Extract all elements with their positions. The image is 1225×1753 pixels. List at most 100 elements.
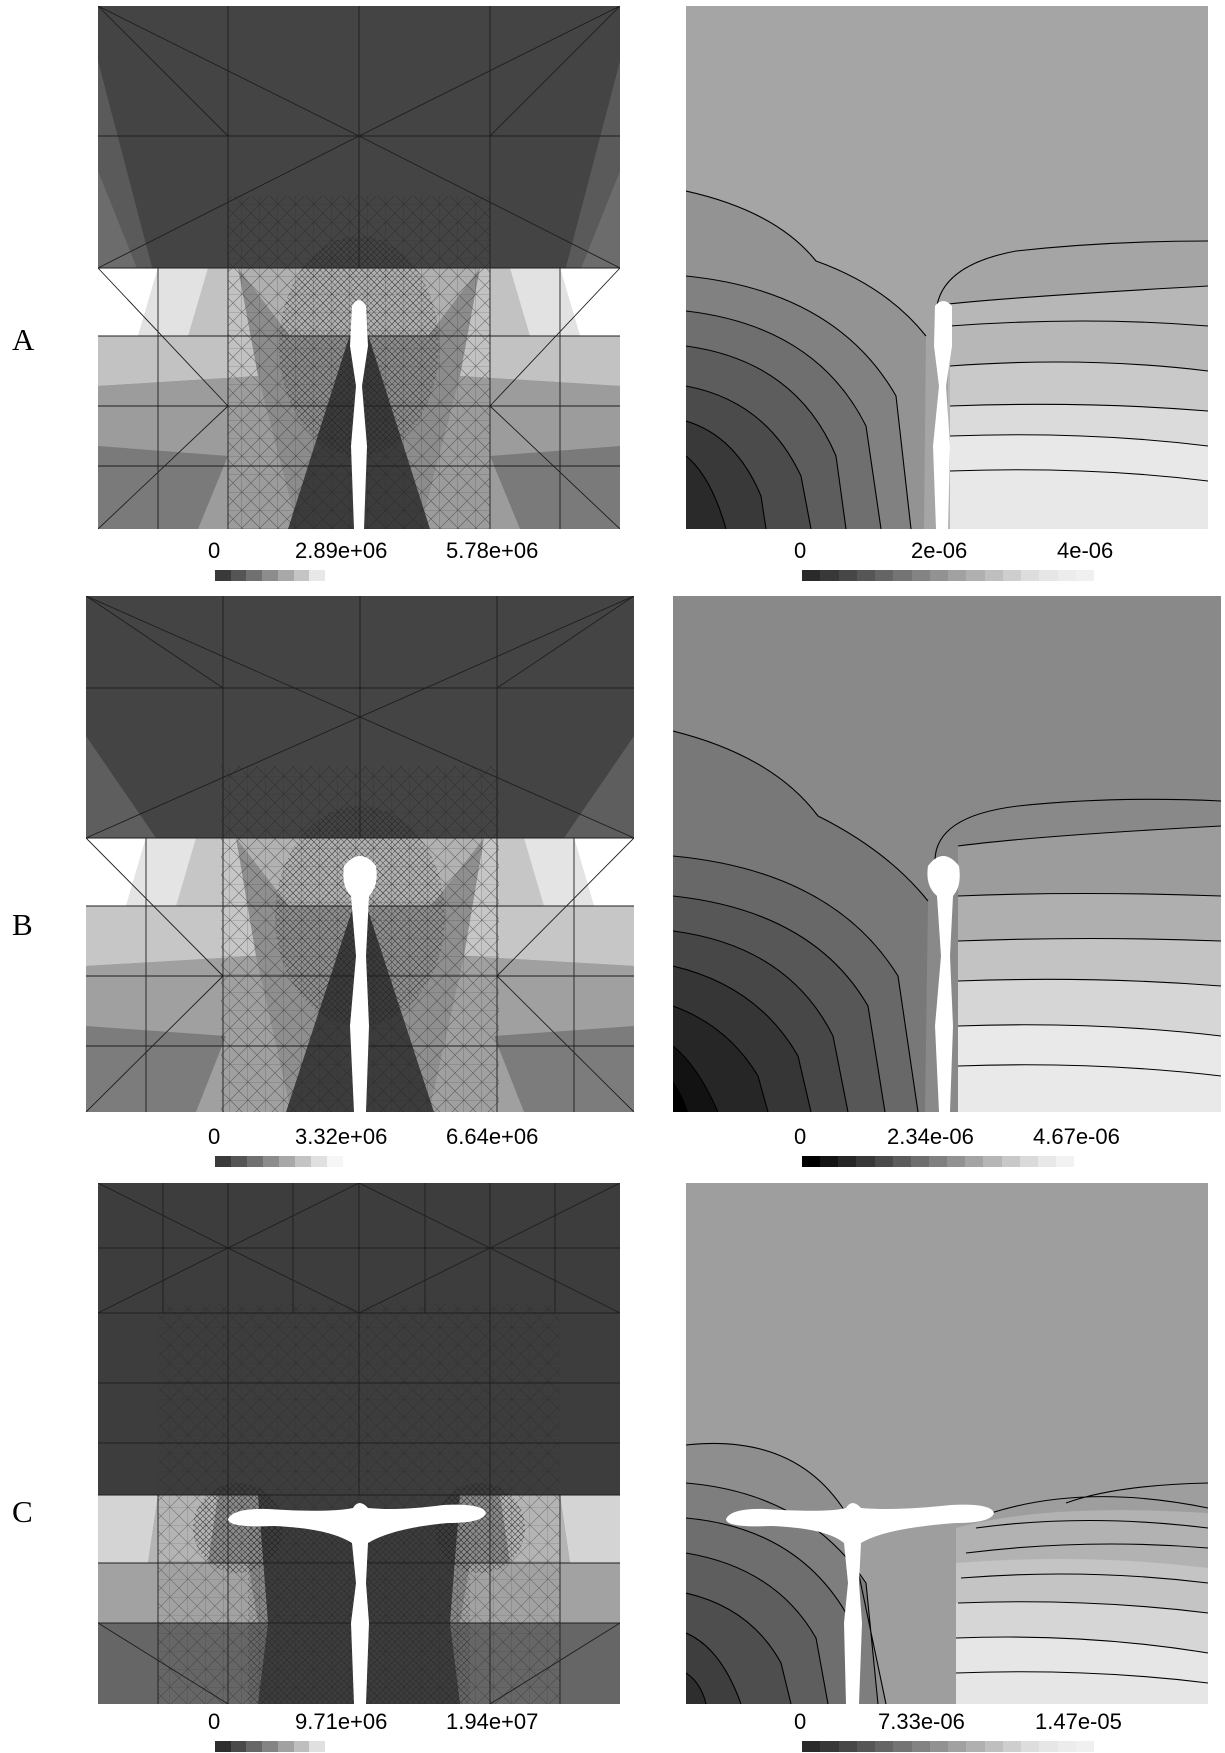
row-a-right-colorbar xyxy=(802,570,1094,581)
colorbar-swatch xyxy=(215,1741,231,1752)
colorbar-swatch xyxy=(802,570,821,581)
colorbar-swatch xyxy=(1002,570,1021,581)
row-b-left-tick-1: 3.32e+06 xyxy=(295,1124,388,1149)
colorbar-swatch xyxy=(820,1741,839,1752)
colorbar-swatch xyxy=(293,1741,310,1752)
colorbar-swatch xyxy=(928,1156,948,1167)
row-a-right-displacement-plot xyxy=(686,6,1208,529)
colorbar-swatch xyxy=(279,1156,295,1167)
colorbar-swatch xyxy=(1002,1741,1021,1752)
colorbar-swatch xyxy=(1075,1741,1094,1752)
colorbar-swatch xyxy=(838,1741,857,1752)
colorbar-swatch xyxy=(910,1156,929,1167)
row-label-b: B xyxy=(12,907,33,942)
row-c-left-tick-1: 9.71e+06 xyxy=(295,1709,388,1734)
row-a-left-tick-0: 0 xyxy=(208,538,221,563)
colorbar-swatch xyxy=(948,1741,967,1752)
row-c-right-tick-1: 7.33e-06 xyxy=(878,1709,965,1734)
colorbar-swatch xyxy=(311,1156,327,1167)
colorbar-swatch xyxy=(983,1156,1002,1167)
row-c-left-stress-plot xyxy=(98,1183,620,1704)
colorbar-swatch xyxy=(911,570,930,581)
colorbar-swatch xyxy=(230,1741,247,1752)
row-c-left-tick-0: 0 xyxy=(208,1709,221,1734)
row-a-left-tick-1: 2.89e+06 xyxy=(295,538,388,563)
row-a-left-colorbar xyxy=(215,570,326,581)
colorbar-swatch xyxy=(856,1156,875,1167)
colorbar-swatch xyxy=(309,570,326,581)
colorbar-swatch xyxy=(1057,1741,1076,1752)
colorbar-swatch xyxy=(1057,570,1076,581)
colorbar-swatch xyxy=(838,570,857,581)
row-b-right-tick-0: 0 xyxy=(794,1124,807,1149)
row-c-right-tick-2: 1.47e-05 xyxy=(1035,1709,1122,1734)
colorbar-swatch xyxy=(1019,1156,1038,1167)
colorbar-swatch xyxy=(893,570,912,581)
row-c-left-colorbar xyxy=(215,1741,326,1752)
row-c-left-tick-2: 1.94e+07 xyxy=(446,1709,539,1734)
colorbar-swatch xyxy=(263,1156,279,1167)
colorbar-swatch xyxy=(820,570,839,581)
colorbar-swatch xyxy=(230,570,247,581)
colorbar-swatch xyxy=(802,1741,821,1752)
row-a-right-tick-2: 4e-06 xyxy=(1057,538,1114,563)
row-b-left-stress-plot xyxy=(86,596,634,1112)
colorbar-swatch xyxy=(838,1156,857,1167)
colorbar-swatch xyxy=(262,1741,278,1752)
row-a-left-stress-plot xyxy=(98,6,620,529)
colorbar-swatch xyxy=(874,1156,893,1167)
colorbar-swatch xyxy=(966,1741,985,1752)
colorbar-swatch xyxy=(1021,570,1040,581)
row-a-left-tick-2: 5.78e+06 xyxy=(446,538,539,563)
row-a-right-tick-0: 0 xyxy=(794,538,807,563)
colorbar-swatch xyxy=(247,1156,263,1167)
row-c-right-colorbar xyxy=(802,1741,1094,1752)
colorbar-swatch xyxy=(984,1741,1003,1752)
colorbar-swatch xyxy=(929,1741,948,1752)
colorbar-swatch xyxy=(856,1741,875,1752)
colorbar-swatch xyxy=(911,1741,930,1752)
row-b-left-tick-0: 0 xyxy=(208,1124,221,1149)
row-b-right-colorbar xyxy=(802,1156,1075,1167)
colorbar-swatch xyxy=(1075,570,1094,581)
colorbar-swatch xyxy=(893,1741,912,1752)
colorbar-swatch xyxy=(327,1156,343,1167)
row-b-right-displacement-plot xyxy=(673,596,1221,1112)
colorbar-swatch xyxy=(1055,1156,1075,1167)
colorbar-swatch xyxy=(1039,570,1058,581)
colorbar-swatch xyxy=(947,1156,966,1167)
colorbar-swatch xyxy=(231,1156,247,1167)
row-b-right-tick-1: 2.34e-06 xyxy=(887,1124,974,1149)
colorbar-swatch xyxy=(1021,1741,1040,1752)
row-b-right-tick-2: 4.67e-06 xyxy=(1033,1124,1120,1149)
colorbar-swatch xyxy=(1001,1156,1020,1167)
row-c-right-displacement-plot xyxy=(686,1183,1208,1704)
colorbar-swatch xyxy=(215,570,231,581)
colorbar-swatch xyxy=(984,570,1003,581)
row-b-left-tick-2: 6.64e+06 xyxy=(446,1124,539,1149)
colorbar-swatch xyxy=(277,570,294,581)
colorbar-swatch xyxy=(1037,1156,1056,1167)
colorbar-swatch xyxy=(293,570,310,581)
row-label-c: C xyxy=(12,1494,33,1529)
row-c-right-tick-0: 0 xyxy=(794,1709,807,1734)
colorbar-swatch xyxy=(820,1156,839,1167)
colorbar-swatch xyxy=(875,1741,894,1752)
colorbar-swatch xyxy=(948,570,967,581)
colorbar-swatch xyxy=(277,1741,294,1752)
colorbar-swatch xyxy=(262,570,278,581)
colorbar-swatch xyxy=(892,1156,911,1167)
colorbar-swatch xyxy=(215,1156,231,1167)
colorbar-swatch xyxy=(965,1156,984,1167)
colorbar-swatch xyxy=(246,1741,263,1752)
colorbar-swatch xyxy=(875,570,894,581)
row-a-right-tick-1: 2e-06 xyxy=(911,538,968,563)
colorbar-swatch xyxy=(246,570,263,581)
colorbar-swatch xyxy=(295,1156,311,1167)
colorbar-swatch xyxy=(966,570,985,581)
colorbar-swatch xyxy=(856,570,875,581)
colorbar-swatch xyxy=(802,1156,821,1167)
row-b-left-colorbar xyxy=(215,1156,343,1167)
colorbar-swatch xyxy=(929,570,948,581)
row-label-a: A xyxy=(12,322,35,357)
